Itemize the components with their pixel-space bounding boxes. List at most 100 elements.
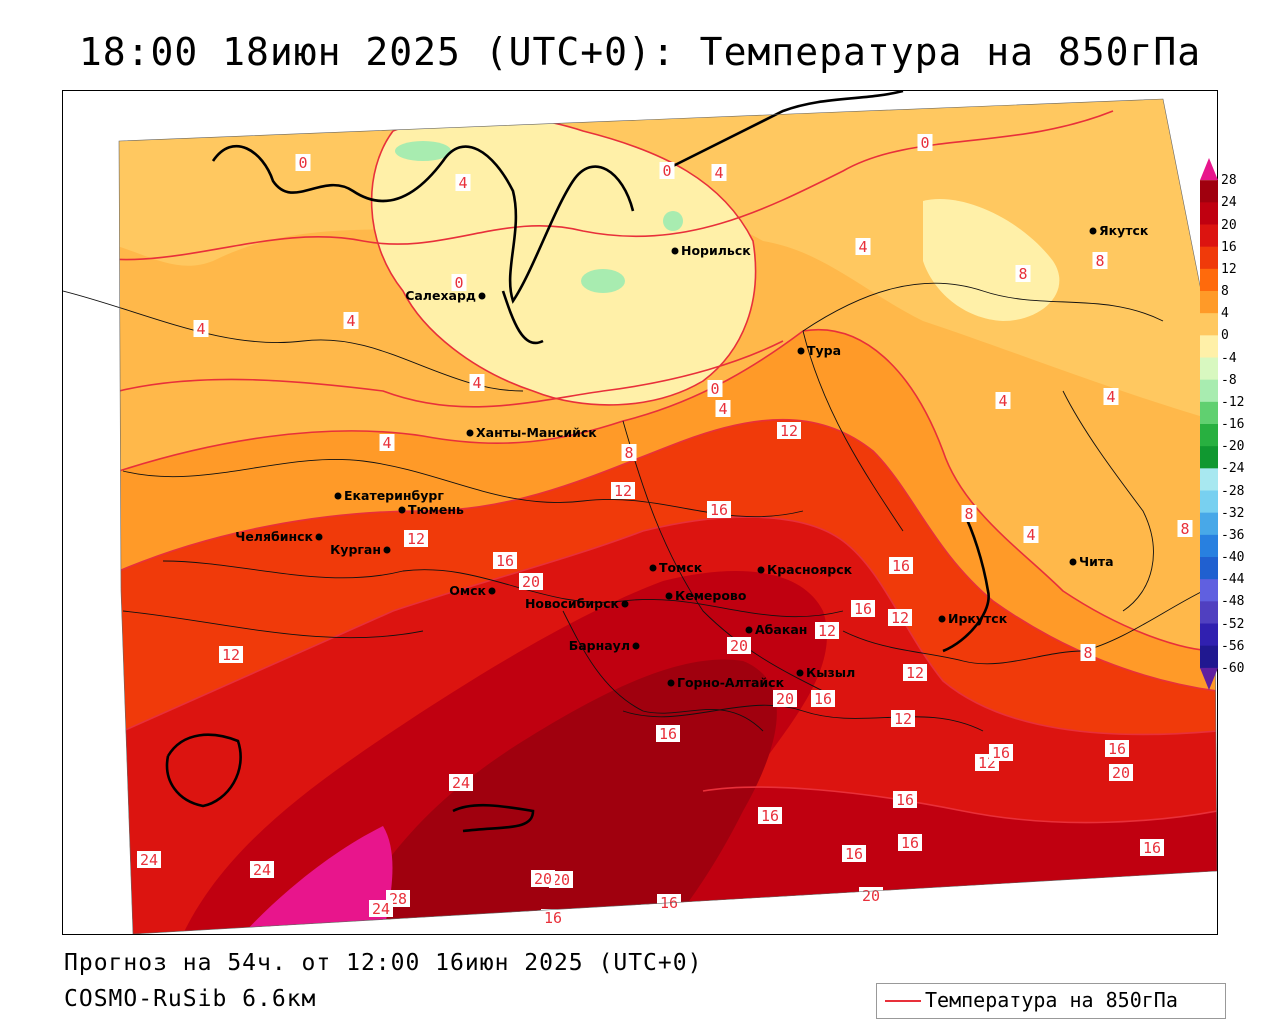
city-dot — [1089, 227, 1097, 235]
colorbar-segment — [1200, 224, 1218, 248]
colorbar-segment — [1200, 335, 1218, 358]
contour-label-text: 16 — [710, 501, 728, 519]
contour-label: 16 — [893, 791, 917, 809]
city-marker[interactable]: Барнаул — [569, 638, 640, 653]
city-marker[interactable]: Красноярск — [757, 562, 853, 577]
city-marker[interactable]: Норильск — [671, 243, 752, 258]
region-border — [1062, 390, 1154, 612]
contour-label: 16 — [842, 845, 866, 863]
contour-label-text: 8 — [1083, 644, 1092, 662]
contour-label: 4 — [1103, 388, 1119, 406]
contour-label-text: 16 — [544, 909, 562, 927]
city-marker[interactable]: Ханты-Мансийск — [466, 425, 598, 440]
contour-label: 12 — [891, 710, 915, 728]
contour-label-bg — [404, 530, 428, 547]
city-label: Красноярск — [767, 562, 853, 577]
contour-label: 12 — [903, 664, 927, 682]
colorbar-cap-top — [1200, 158, 1218, 181]
city-marker[interactable]: Тюмень — [398, 502, 465, 517]
city-marker[interactable]: Горно-Алтайск — [667, 675, 785, 690]
contour-label-bg — [657, 894, 681, 911]
contour-label-bg — [343, 312, 359, 329]
contour-label-text: 4 — [458, 174, 467, 192]
contour-label: 20 — [859, 887, 883, 905]
contour-label: 4 — [1023, 526, 1039, 544]
contour-label-text: 8 — [1018, 265, 1027, 283]
contour-label-bg — [250, 861, 274, 878]
city-label: Салехард — [405, 288, 476, 303]
city-marker[interactable]: Чита — [1069, 554, 1114, 569]
city-marker[interactable]: Челябинск — [235, 529, 323, 544]
city-label: Тура — [807, 343, 841, 358]
city-label: Кызыл — [806, 665, 855, 680]
map-area[interactable]: Якутск Норильск Салехард Тура Ханты-Мансийск… — [62, 90, 1218, 935]
colorbar-tick-label: -60 — [1221, 660, 1245, 676]
city-marker[interactable]: Салехард — [405, 288, 486, 303]
city-marker[interactable]: Иркутск — [938, 611, 1008, 626]
contour-label: 24 — [449, 774, 473, 792]
contour-label-text: 12 — [818, 622, 836, 640]
colorbar-segment — [1200, 490, 1218, 514]
legend: Температура на 850гПа — [876, 983, 1226, 1019]
colorbar-segment — [1200, 579, 1218, 602]
city-marker[interactable]: Тура — [797, 343, 842, 358]
contour-label: 12 — [404, 530, 428, 548]
contour-label-text: 28 — [389, 890, 407, 908]
isotherm-line — [370, 115, 757, 406]
city-dot — [383, 546, 391, 554]
colorbar-tick-label: 20 — [1221, 217, 1237, 233]
contour-label: 4 — [379, 434, 395, 452]
contour-label-text: 4 — [718, 400, 727, 418]
colorbar-tick-label: -52 — [1221, 616, 1245, 632]
coastline — [165, 733, 242, 808]
contour-label-text: 0 — [298, 154, 307, 172]
contour-label-text: 16 — [1143, 839, 1161, 857]
contour-label-text: 4 — [714, 164, 723, 182]
contour-label-bg — [519, 573, 543, 590]
city-label: Якутск — [1099, 223, 1149, 238]
region-border — [162, 560, 844, 618]
contour-label: 20 — [1109, 764, 1133, 782]
region-border — [122, 458, 804, 518]
colorbar-segment — [1200, 557, 1218, 580]
contour-label-text: 16 — [854, 600, 872, 618]
colorbar-tick-label: -44 — [1221, 572, 1245, 588]
city-dot — [478, 292, 486, 300]
contour-label-bg — [888, 609, 912, 626]
city-marker[interactable]: Томск — [649, 560, 703, 575]
colorbar-segment — [1200, 357, 1218, 381]
contour-label-bg — [855, 238, 871, 255]
contour-label: 4 — [455, 174, 471, 192]
contour-label-text: 4 — [858, 238, 867, 256]
city-marker[interactable]: Екатеринбург — [334, 488, 445, 503]
contour-label-text: 8 — [1095, 252, 1104, 270]
contour-label-text: 16 — [496, 552, 514, 570]
contour-label-bg — [773, 690, 797, 707]
contour-label-bg — [611, 482, 635, 499]
coastline — [662, 91, 904, 173]
colorbar-tick-label: 0 — [1221, 328, 1229, 344]
city-marker[interactable]: Кемерово — [665, 588, 747, 603]
city-dot — [671, 247, 679, 255]
city-marker[interactable]: Омск — [449, 583, 496, 598]
contour-label-text: 0 — [454, 274, 463, 292]
contour-label-bg — [137, 851, 161, 868]
contour-label-bg — [851, 600, 875, 617]
city-marker[interactable]: Кызыл — [796, 665, 856, 680]
colorbar-tick-label: -28 — [1221, 483, 1245, 499]
city-marker[interactable]: Якутск — [1089, 223, 1149, 238]
contour-label-text: 16 — [659, 725, 677, 743]
city-label: Тюмень — [408, 502, 464, 517]
contour-label-text: 4 — [346, 312, 355, 330]
city-dot — [796, 669, 804, 677]
model-domain-outline — [118, 98, 1217, 934]
city-dot — [334, 492, 342, 500]
contour-label-bg — [889, 557, 913, 574]
region-border — [622, 420, 824, 692]
city-marker[interactable]: Курган — [330, 542, 391, 557]
city-marker[interactable]: Новосибирск — [525, 596, 629, 611]
city-dot — [1069, 558, 1077, 566]
city-dot — [315, 533, 323, 541]
city-marker[interactable]: Абакан — [745, 622, 808, 637]
colorbar-segment — [1200, 645, 1218, 669]
